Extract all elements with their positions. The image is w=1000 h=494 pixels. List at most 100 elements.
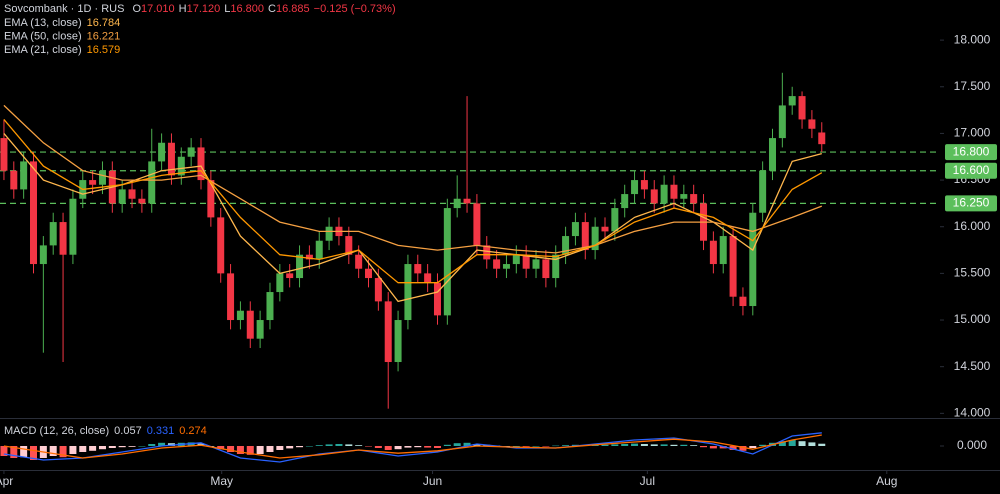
- histogram-bar: [640, 444, 648, 446]
- histogram-bar: [325, 444, 333, 446]
- histogram-bar: [631, 443, 639, 446]
- histogram-bar: [59, 446, 67, 458]
- histogram-bar: [532, 446, 540, 447]
- histogram-bar: [236, 446, 244, 454]
- y-tick-label: 18.000: [954, 32, 991, 46]
- level-label: 16.250: [953, 196, 990, 210]
- macd-value: 0.274: [179, 425, 207, 437]
- level-label-box: [945, 144, 997, 161]
- candle-body: [502, 264, 510, 269]
- candle-body: [670, 184, 678, 199]
- candle-body: [719, 236, 727, 265]
- candle-body: [138, 198, 146, 204]
- histogram-bar: [512, 446, 520, 447]
- histogram-bar: [759, 444, 767, 446]
- candle-body: [778, 105, 786, 139]
- histogram-bar: [286, 446, 294, 449]
- histogram-bar: [30, 446, 38, 460]
- histogram-bar: [443, 444, 451, 446]
- histogram-bar: [20, 446, 28, 458]
- histogram-bar: [108, 446, 116, 448]
- histogram-bar: [305, 446, 313, 447]
- candle-body: [443, 208, 451, 316]
- histogram-bar: [562, 445, 570, 446]
- candle-body: [394, 320, 402, 363]
- candle-body: [227, 273, 235, 321]
- candle-body: [197, 147, 205, 181]
- symbol: Sovcombank · 1D · RUS: [4, 3, 124, 15]
- histogram-bar: [542, 446, 550, 447]
- histogram-bar: [384, 446, 392, 450]
- histogram-bar: [296, 446, 304, 448]
- ohlc-key: L: [224, 3, 230, 15]
- x-tick-label: Apr: [0, 474, 13, 488]
- histogram-bar: [158, 442, 166, 446]
- histogram-bar: [719, 446, 727, 449]
- x-tick-label: Jul: [640, 474, 655, 488]
- histogram-bar: [424, 446, 432, 448]
- candle-body: [128, 189, 136, 199]
- candle-body: [591, 226, 599, 251]
- level-label-box: [945, 162, 997, 179]
- candle-body: [177, 156, 185, 176]
- macd-hist-value: 0.057: [114, 425, 142, 437]
- candle-body: [384, 301, 392, 363]
- ohlc-key: C: [268, 3, 276, 15]
- candle-body: [453, 198, 461, 209]
- histogram-bar: [749, 446, 757, 448]
- candle-body: [788, 96, 796, 106]
- ohlc-key: O: [132, 3, 141, 15]
- candle-body: [49, 222, 57, 246]
- candle-body: [581, 222, 589, 251]
- histogram-bar: [118, 446, 126, 448]
- histogram-bar: [148, 444, 156, 446]
- histogram-bar: [778, 441, 786, 446]
- candle-body: [601, 226, 609, 232]
- candle-body: [148, 161, 156, 204]
- candle-body: [640, 180, 648, 190]
- histogram-bar: [365, 446, 373, 447]
- histogram-bar: [650, 444, 658, 446]
- histogram-bar: [453, 443, 461, 446]
- histogram-bar: [670, 444, 678, 446]
- candle-body: [660, 184, 668, 204]
- y-tick-label: 15.500: [954, 266, 991, 280]
- candle-body: [414, 264, 422, 274]
- x-tick-label: Jun: [423, 474, 442, 488]
- legend-name: EMA (13, close): [4, 17, 82, 29]
- histogram-bar: [798, 441, 806, 446]
- histogram-bar: [10, 446, 18, 458]
- candle-body: [305, 254, 313, 260]
- ohlc-value: 16.800: [230, 3, 264, 15]
- candle-body: [167, 142, 175, 176]
- level-label-box: [945, 195, 997, 212]
- candle-body: [276, 273, 284, 293]
- y-tick-label: 0.000: [957, 438, 987, 452]
- candle-body: [374, 278, 382, 302]
- candle-body: [739, 296, 747, 307]
- indicator-line: [3, 118, 823, 284]
- x-tick-label: Aug: [876, 474, 897, 488]
- histogram-bar: [345, 444, 353, 446]
- ohlc-value: 17.120: [187, 3, 221, 15]
- legend-value: 16.579: [87, 44, 121, 56]
- candle-body: [89, 180, 97, 185]
- histogram-bar: [690, 445, 698, 446]
- y-tick-label: 17.000: [954, 126, 991, 140]
- candle-body: [571, 222, 579, 237]
- candle-body: [325, 226, 333, 241]
- histogram-bar: [621, 444, 629, 446]
- histogram-bar: [49, 446, 57, 456]
- candle-body: [187, 147, 195, 157]
- candle-body: [749, 212, 757, 307]
- level-label: 16.600: [953, 163, 990, 177]
- histogram-bar: [601, 444, 609, 446]
- y-tick-label: 17.500: [954, 79, 991, 93]
- candle-body: [463, 198, 471, 204]
- change: −0.125 (−0.73%): [314, 3, 396, 15]
- legend-name: EMA (50, close): [4, 30, 82, 42]
- histogram-bar: [552, 445, 560, 447]
- candle-body: [345, 236, 353, 255]
